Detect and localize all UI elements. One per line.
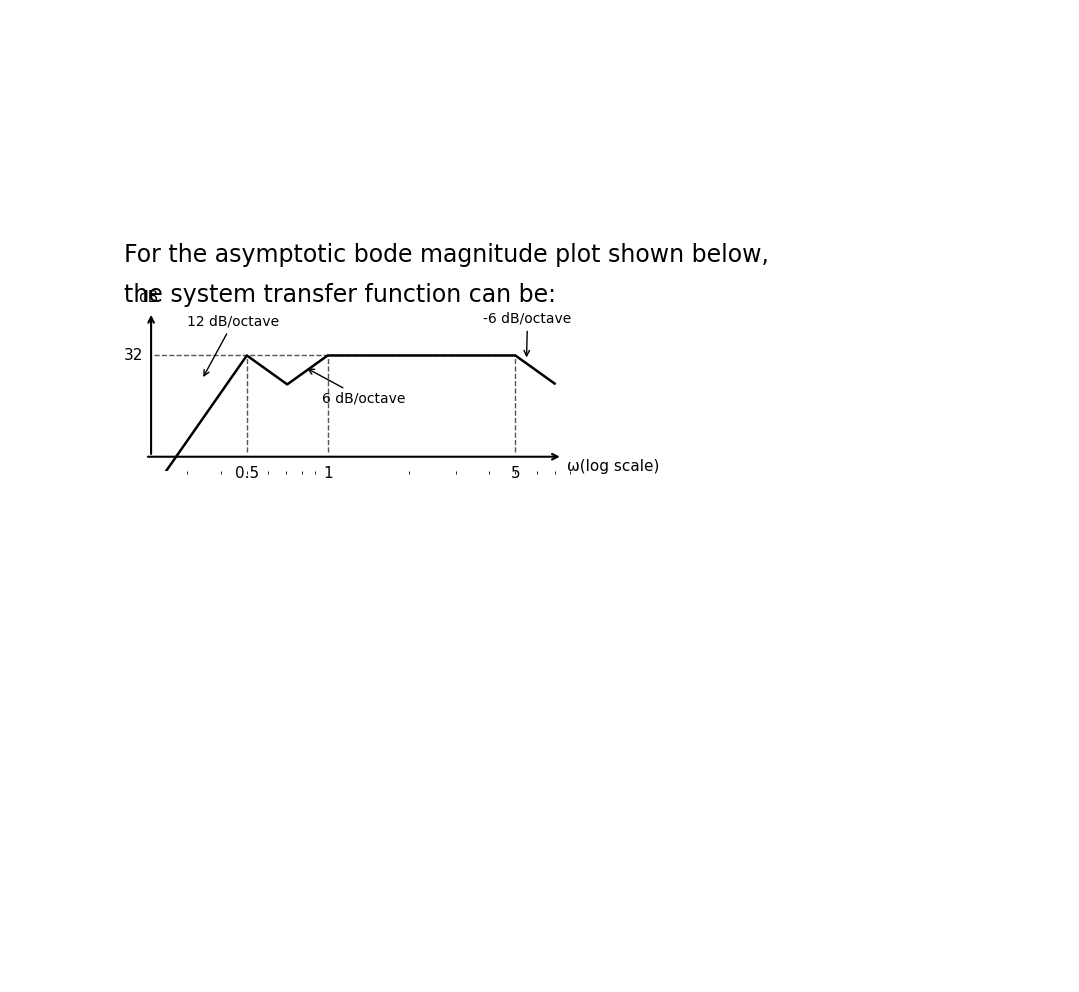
Text: 5: 5 (510, 466, 520, 481)
Text: For the asymptotic bode magnitude plot shown below,: For the asymptotic bode magnitude plot s… (124, 243, 769, 267)
Text: -6 dB/octave: -6 dB/octave (483, 311, 572, 356)
Text: the system transfer function can be:: the system transfer function can be: (124, 283, 556, 307)
Text: 0.5: 0.5 (235, 466, 259, 481)
Text: 12 dB/octave: 12 dB/octave (188, 314, 279, 376)
Text: 1: 1 (323, 466, 332, 481)
Text: dB: dB (138, 291, 159, 306)
Text: ω(log scale): ω(log scale) (568, 459, 659, 474)
Text: 32: 32 (123, 348, 142, 363)
Text: 6 dB/octave: 6 dB/octave (309, 369, 405, 406)
